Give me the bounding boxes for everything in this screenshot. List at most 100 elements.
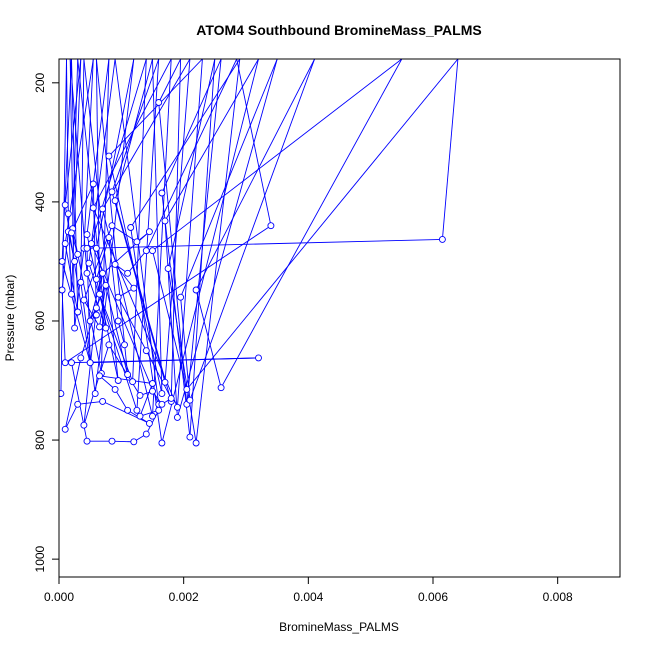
data-point xyxy=(149,247,156,255)
data-point xyxy=(71,257,79,265)
data-point xyxy=(64,210,72,218)
y-tick-label: 1000 xyxy=(33,545,47,572)
line-segment xyxy=(61,289,66,363)
line-segment xyxy=(441,59,459,240)
line-segment xyxy=(186,59,222,405)
data-point xyxy=(77,354,85,362)
x-tick-label: 0.000 xyxy=(44,590,74,604)
y-tick-label: 600 xyxy=(33,311,47,331)
data-point xyxy=(192,286,200,294)
line-segment xyxy=(161,59,222,194)
line-segment xyxy=(95,59,100,295)
line-segment xyxy=(176,59,278,418)
line-segment xyxy=(99,294,134,382)
line-segment xyxy=(158,59,182,103)
line-segment xyxy=(80,59,85,283)
line-segment xyxy=(114,389,128,411)
data-point xyxy=(83,269,91,277)
line-segment xyxy=(67,231,76,262)
line-segment xyxy=(95,59,129,375)
line-segment xyxy=(86,238,443,249)
line-segment xyxy=(132,59,147,382)
x-tick-label: 0.006 xyxy=(418,590,448,604)
line-segment xyxy=(83,299,100,328)
line-segment xyxy=(127,250,147,274)
line-segment xyxy=(161,59,259,444)
data-point xyxy=(192,439,200,447)
data-point xyxy=(136,412,144,420)
line-segment xyxy=(102,59,191,210)
data-point xyxy=(96,290,103,298)
line-segment xyxy=(236,59,272,226)
line-segment xyxy=(180,297,191,401)
line-segment xyxy=(180,59,278,298)
x-axis-label: BromineMass_PALMS xyxy=(279,620,399,634)
data-point xyxy=(89,180,97,188)
data-point xyxy=(161,378,169,386)
data-point xyxy=(145,419,153,427)
line-segment xyxy=(77,400,103,405)
line-segment xyxy=(71,183,94,234)
data-point xyxy=(142,247,150,255)
line-segment xyxy=(114,264,135,289)
line-segment xyxy=(61,59,72,262)
data-point xyxy=(92,275,100,283)
data-point xyxy=(142,430,150,438)
line-segment xyxy=(152,59,163,394)
data-point xyxy=(167,394,175,402)
data-point xyxy=(108,188,116,196)
line-segment xyxy=(145,350,172,399)
line-segment xyxy=(69,59,76,329)
data-point xyxy=(83,437,91,445)
data-point xyxy=(149,412,156,420)
line-segment xyxy=(88,59,116,264)
line-segment xyxy=(83,307,97,426)
x-tick-label: 0.008 xyxy=(543,590,573,604)
data-point xyxy=(158,390,166,398)
y-tick-label: 800 xyxy=(33,430,47,450)
line-segment xyxy=(220,59,403,388)
data-point xyxy=(124,371,132,379)
data-point xyxy=(155,406,163,414)
data-point xyxy=(183,385,191,393)
line-segment xyxy=(108,344,141,396)
line-segment xyxy=(167,268,197,444)
line-segment xyxy=(71,232,79,255)
data-point xyxy=(105,234,113,242)
data-point xyxy=(59,390,65,398)
data-point xyxy=(83,244,91,252)
line-segment xyxy=(88,263,138,411)
line-segment xyxy=(92,59,172,209)
data-point xyxy=(96,323,103,331)
line-segment xyxy=(72,59,79,229)
data-point xyxy=(142,347,150,355)
line-segment xyxy=(164,59,191,383)
data-point xyxy=(92,244,100,252)
data-point xyxy=(155,99,163,106)
data-point xyxy=(114,377,122,384)
data-point xyxy=(177,293,185,301)
data-point xyxy=(161,217,169,225)
data-point xyxy=(133,406,141,414)
data-point xyxy=(124,269,132,277)
line-segment xyxy=(117,296,147,351)
data-point xyxy=(96,372,103,380)
data-point xyxy=(158,400,166,408)
line-segment xyxy=(195,59,316,291)
data-point xyxy=(74,400,82,408)
line-segment xyxy=(66,59,69,214)
data-point xyxy=(186,396,194,404)
data-point xyxy=(74,250,82,258)
line-segment xyxy=(111,225,138,243)
line-segment xyxy=(164,59,259,222)
data-point xyxy=(149,387,156,395)
line-segment xyxy=(195,289,222,388)
line-segment xyxy=(100,59,110,374)
line-segment xyxy=(83,344,110,426)
data-point xyxy=(111,197,119,205)
y-axis-label: Pressure (mbar) xyxy=(3,275,17,362)
data-point xyxy=(136,391,144,399)
line-segment xyxy=(114,59,153,201)
y-axis: 200 400 600 800 1000 xyxy=(33,72,60,572)
